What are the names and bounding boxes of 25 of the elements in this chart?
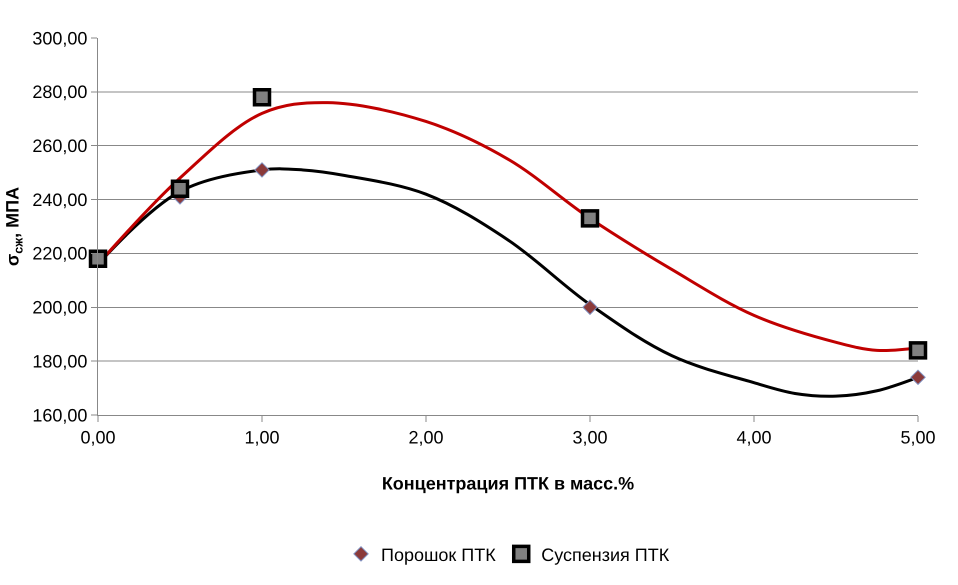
- x-tick-label: 0,00: [80, 428, 116, 448]
- point: [254, 162, 270, 178]
- y-tick-label: 280,00: [32, 82, 88, 102]
- x-tick-label: 3,00: [572, 428, 608, 448]
- x-tick-label: 1,00: [244, 428, 280, 448]
- x-tick-label: 5,00: [900, 428, 936, 448]
- point: [252, 88, 272, 106]
- y-tick-label: 180,00: [32, 351, 88, 372]
- point: [170, 180, 190, 198]
- point: [582, 300, 598, 315]
- y-tick-label: 200,00: [32, 298, 88, 318]
- y-tick-label: 260,00: [32, 136, 88, 156]
- x-axis-title: Концентрация ПТК в масс.%: [382, 474, 634, 494]
- x-tick-label: 4,00: [736, 428, 772, 448]
- point: [908, 341, 928, 360]
- point: [910, 370, 926, 385]
- y-tick-label: 240,00: [32, 190, 88, 210]
- point: [580, 209, 600, 228]
- y-tick-label: 300,00: [32, 28, 88, 48]
- y-tick-label: 160,00: [32, 405, 88, 426]
- legend-label: Суспензия ПТК: [541, 544, 670, 565]
- legend-label: Порошок ПТК: [381, 544, 496, 565]
- point: [88, 250, 108, 268]
- x-tick-label: 2,00: [408, 428, 444, 448]
- y-tick-label: 220,00: [32, 244, 88, 264]
